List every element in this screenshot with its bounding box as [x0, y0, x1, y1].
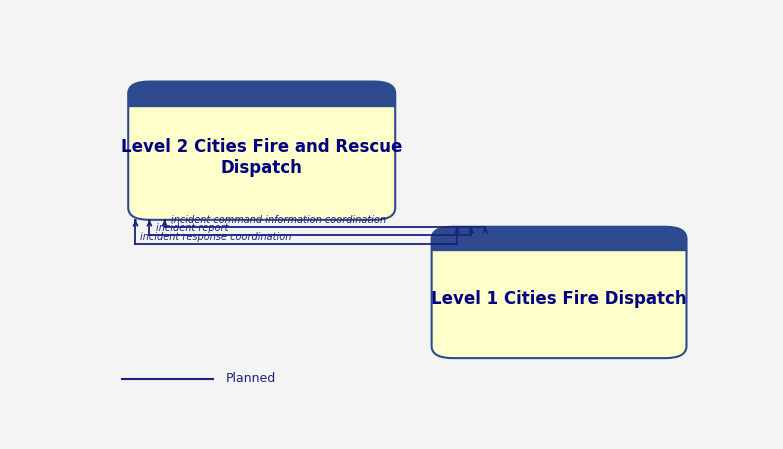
Text: Level 1 Cities Fire Dispatch: Level 1 Cities Fire Dispatch: [431, 290, 687, 308]
FancyBboxPatch shape: [431, 227, 687, 251]
Bar: [431, 238, 687, 251]
Text: incident response coordination: incident response coordination: [140, 232, 292, 242]
Text: Level 2 Cities Fire and Rescue
Dispatch: Level 2 Cities Fire and Rescue Dispatch: [121, 138, 402, 177]
Bar: [128, 93, 395, 106]
Text: Planned: Planned: [226, 372, 276, 385]
Text: incident command information coordination: incident command information coordinatio…: [171, 215, 386, 224]
FancyBboxPatch shape: [431, 227, 687, 358]
FancyBboxPatch shape: [128, 82, 395, 106]
Text: incident report: incident report: [156, 223, 228, 233]
FancyBboxPatch shape: [128, 82, 395, 220]
